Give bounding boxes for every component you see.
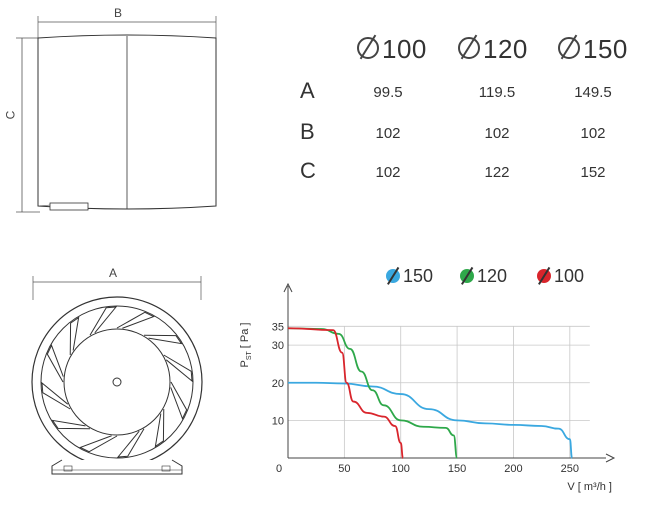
dim-label-a: A (109, 266, 118, 280)
cell-b-120: 102 (484, 125, 510, 142)
spec-table: 100 120 150 A 99.5 119.5 149.5 B 102 102… (290, 34, 650, 199)
fan-blade (170, 381, 188, 420)
legend-marker-100 (537, 269, 551, 283)
x-tick-label: 50 (338, 463, 350, 475)
cell-b-150: 102 (580, 125, 606, 142)
cell-c-120: 122 (484, 164, 510, 181)
fan-blade (89, 306, 118, 336)
x-tick-label: 200 (504, 463, 522, 475)
fan-blade (116, 428, 145, 458)
fan-center-hole (112, 377, 122, 387)
x-tick-label: 100 (392, 463, 410, 475)
cell-a-150: 149.5 (574, 84, 612, 101)
fan-blade (116, 311, 155, 329)
fan-blade (79, 435, 118, 453)
fan-base (51, 459, 183, 475)
fan-blade (69, 316, 80, 356)
col-header-100: 100 (356, 34, 427, 65)
row-label-a: A (300, 78, 315, 103)
fan-inner-ring (40, 305, 194, 459)
x-axis-label: V [ m³/h ] (567, 481, 612, 493)
legend-item-100: 100 (537, 266, 584, 287)
y-axis-label-text: PST[ Pa ] (239, 323, 253, 368)
x-tick-label: 150 (448, 463, 466, 475)
legend-marker-150 (386, 269, 400, 283)
series-line-120 (287, 327, 458, 459)
legend-item-150: 150 (386, 266, 433, 287)
legend-marker-120 (460, 269, 474, 283)
fan-blade (163, 354, 193, 383)
legend-item-120: 120 (460, 266, 507, 287)
dim-label-b: B (114, 6, 123, 20)
y-tick-label: 35 (272, 321, 284, 333)
fan-blade (154, 408, 165, 448)
cell-a-100: 99.5 (373, 84, 403, 101)
cell-b-100: 102 (375, 125, 401, 142)
fan-blades (41, 306, 193, 458)
series-line-150 (288, 381, 573, 459)
y-tick-label: 30 (272, 340, 284, 352)
fan-blade (41, 381, 71, 410)
side-foot (49, 202, 89, 211)
row-label-b: B (300, 119, 315, 144)
diameter-icon (457, 36, 481, 60)
diameter-icon (557, 36, 581, 60)
y-label-main: P (239, 360, 251, 367)
x-axis-arrow (605, 453, 616, 463)
cell-c-100: 102 (375, 164, 401, 181)
y-tick-label: 10 (272, 415, 284, 427)
series-line-100 (287, 327, 404, 459)
row-label-c: C (300, 158, 316, 183)
fan-blade (143, 334, 183, 345)
y-axis-arrow (283, 282, 293, 293)
diameter-icon (356, 36, 380, 60)
cell-c-150: 152 (580, 164, 606, 181)
col-header-120: 120 (457, 34, 528, 65)
x-tick-label: 0 (276, 463, 282, 475)
y-axis-label: PST[ Pa ] (239, 323, 253, 368)
fan-blade (46, 344, 64, 383)
y-tick-label: 20 (272, 378, 284, 390)
y-label-sub: ST (246, 350, 253, 360)
fan-blade (51, 419, 91, 430)
x-tick-label: 250 (561, 463, 579, 475)
col-header-150: 150 (557, 34, 628, 65)
cell-a-120: 119.5 (478, 84, 516, 101)
y-label-unit: [ Pa ] (239, 323, 251, 349)
